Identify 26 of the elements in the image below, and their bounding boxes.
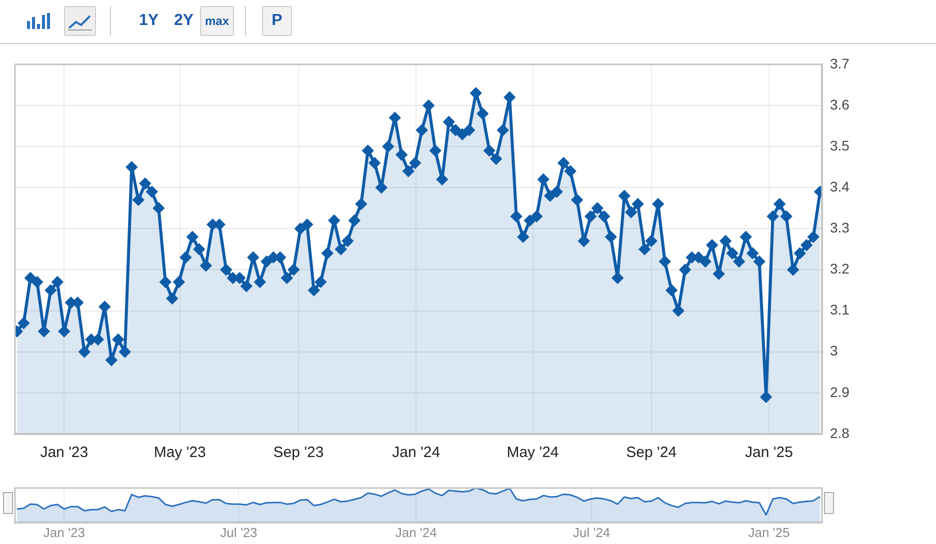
text: 2Y — [173, 11, 195, 31]
y-tick-label: 3.6 — [830, 96, 850, 112]
x-tick-label: Jan '24 — [392, 444, 440, 462]
x-tick-label: Jul '23 — [220, 524, 258, 540]
y-tick-label: 2.8 — [830, 424, 850, 441]
x-tick-label: Jan '23 — [40, 444, 88, 462]
y-tick-label: 3.7 — [830, 55, 850, 72]
x-tick-label: Jan '23 — [43, 524, 85, 540]
y-tick-label: 3.1 — [830, 302, 850, 318]
text: 1Y — [138, 11, 160, 31]
x-tick-label: Jul '24 — [572, 524, 610, 540]
x-tick-label: Sep '23 — [273, 444, 324, 462]
y-tick-label: 3.5 — [830, 137, 850, 154]
text: P — [262, 6, 292, 36]
x-tick-label: Jan '25 — [745, 444, 793, 462]
y-tick-label: 3 — [830, 342, 838, 359]
x-tick-label: Jan '24 — [395, 524, 437, 540]
x-tick-label: Jan '25 — [748, 524, 790, 540]
x-tick-label: Sep '24 — [626, 444, 677, 462]
text: max — [200, 6, 234, 36]
y-tick-label: 3.2 — [830, 260, 850, 277]
y-tick-label: 2.9 — [830, 384, 850, 400]
y-tick-label: 3.4 — [830, 178, 850, 194]
x-tick-label: May '24 — [506, 444, 559, 462]
y-tick-label: 3.3 — [830, 220, 850, 236]
x-tick-label: May '23 — [154, 444, 206, 462]
